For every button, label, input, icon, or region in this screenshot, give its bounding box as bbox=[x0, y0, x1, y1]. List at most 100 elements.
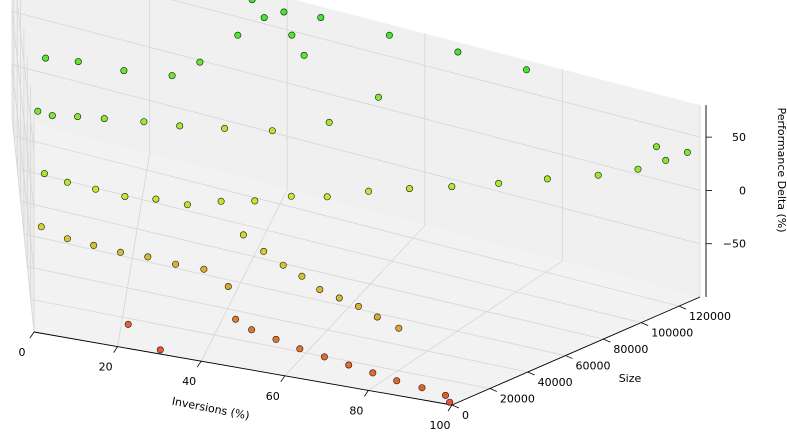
grid-line-x bbox=[117, 0, 151, 347]
x-tick bbox=[29, 331, 35, 339]
data-point bbox=[63, 178, 71, 186]
data-point bbox=[239, 231, 247, 239]
data-point bbox=[260, 247, 268, 255]
x-tick-label: 60 bbox=[266, 390, 280, 403]
y-tick bbox=[565, 355, 573, 359]
data-point bbox=[117, 248, 125, 256]
x-tick-label: 80 bbox=[349, 404, 363, 417]
data-point bbox=[287, 192, 295, 200]
y-tick-label: 20000 bbox=[500, 393, 535, 406]
data-point bbox=[634, 165, 642, 173]
y-axis-label: Size bbox=[619, 372, 642, 385]
data-point bbox=[42, 54, 50, 62]
data-point bbox=[124, 320, 132, 328]
data-point bbox=[144, 253, 152, 261]
x-tick bbox=[447, 404, 453, 412]
data-point bbox=[121, 193, 129, 201]
data-point bbox=[120, 67, 128, 75]
data-point bbox=[316, 285, 324, 293]
floor-pane bbox=[12, 118, 700, 405]
x-tick bbox=[364, 390, 369, 397]
data-point bbox=[168, 72, 176, 80]
data-point bbox=[395, 324, 403, 332]
data-point bbox=[454, 48, 462, 56]
data-point bbox=[335, 294, 343, 302]
data-point bbox=[40, 170, 48, 178]
back-pane bbox=[12, 0, 700, 297]
data-point bbox=[221, 124, 229, 132]
grid-line-z bbox=[11, 64, 701, 272]
data-point bbox=[522, 66, 530, 74]
data-point bbox=[373, 313, 381, 321]
data-point bbox=[325, 118, 333, 126]
data-point bbox=[374, 93, 382, 101]
data-point bbox=[280, 8, 288, 16]
data-point bbox=[441, 391, 449, 399]
grid-line-x bbox=[11, 0, 35, 333]
data-point bbox=[418, 384, 426, 392]
data-point bbox=[260, 14, 268, 22]
data-point bbox=[74, 58, 82, 66]
y-tick bbox=[603, 338, 611, 343]
data-point bbox=[251, 197, 259, 205]
y-tick-label: 120000 bbox=[689, 310, 731, 323]
data-point bbox=[279, 261, 287, 269]
data-point bbox=[345, 361, 353, 369]
data-point bbox=[446, 398, 454, 406]
x-axis-line bbox=[33, 331, 453, 406]
x-tick-label: 20 bbox=[99, 361, 113, 374]
grid-line-y bbox=[26, 56, 528, 373]
data-point bbox=[152, 195, 160, 203]
data-point bbox=[234, 31, 242, 39]
x-tick-label: 0 bbox=[19, 346, 26, 359]
data-point bbox=[37, 223, 45, 231]
data-point bbox=[63, 235, 71, 243]
data-point bbox=[298, 272, 306, 280]
data-point bbox=[543, 175, 551, 183]
data-point bbox=[323, 193, 331, 201]
y-tick bbox=[678, 305, 687, 310]
data-point bbox=[217, 197, 225, 205]
x-tick bbox=[280, 375, 286, 383]
data-point bbox=[140, 118, 148, 126]
y-tick-label: 60000 bbox=[576, 360, 611, 373]
data-point bbox=[320, 353, 328, 361]
data-point bbox=[224, 282, 232, 290]
data-point bbox=[448, 183, 456, 191]
data-point bbox=[176, 122, 184, 130]
data-points bbox=[34, 0, 691, 406]
data-point bbox=[594, 171, 602, 179]
data-point bbox=[172, 260, 180, 268]
data-point bbox=[48, 112, 56, 120]
z-tick-label: 50 bbox=[732, 131, 746, 144]
data-point bbox=[90, 241, 98, 249]
data-point bbox=[248, 326, 256, 334]
grid-line-z bbox=[11, 10, 701, 211]
z-tick-label: −50 bbox=[723, 238, 746, 251]
grid-line-y bbox=[16, 0, 642, 323]
y-tick bbox=[451, 404, 460, 409]
y-tick-label: 80000 bbox=[613, 343, 648, 356]
data-point bbox=[652, 143, 660, 151]
x-tick-label: 100 bbox=[430, 419, 451, 432]
y-tick bbox=[641, 322, 649, 326]
data-point bbox=[92, 185, 100, 193]
x-tick-label: 40 bbox=[182, 375, 196, 388]
tick-marks bbox=[29, 136, 712, 412]
data-point bbox=[369, 369, 377, 377]
x-axis-label: Inversions (%) bbox=[171, 395, 251, 423]
data-point bbox=[268, 127, 276, 135]
data-point bbox=[248, 0, 256, 4]
z-tick-label: 0 bbox=[739, 184, 746, 197]
data-point bbox=[495, 179, 503, 187]
grid-line-x bbox=[284, 33, 426, 377]
z-axis-label: Performance Delta (%) bbox=[775, 107, 787, 232]
data-point bbox=[393, 377, 401, 385]
grid-line-x bbox=[200, 0, 288, 362]
grid-line-y bbox=[30, 85, 490, 389]
grid-line-y bbox=[13, 0, 680, 307]
y-tick-label: 100000 bbox=[651, 327, 693, 340]
data-point bbox=[354, 302, 362, 310]
